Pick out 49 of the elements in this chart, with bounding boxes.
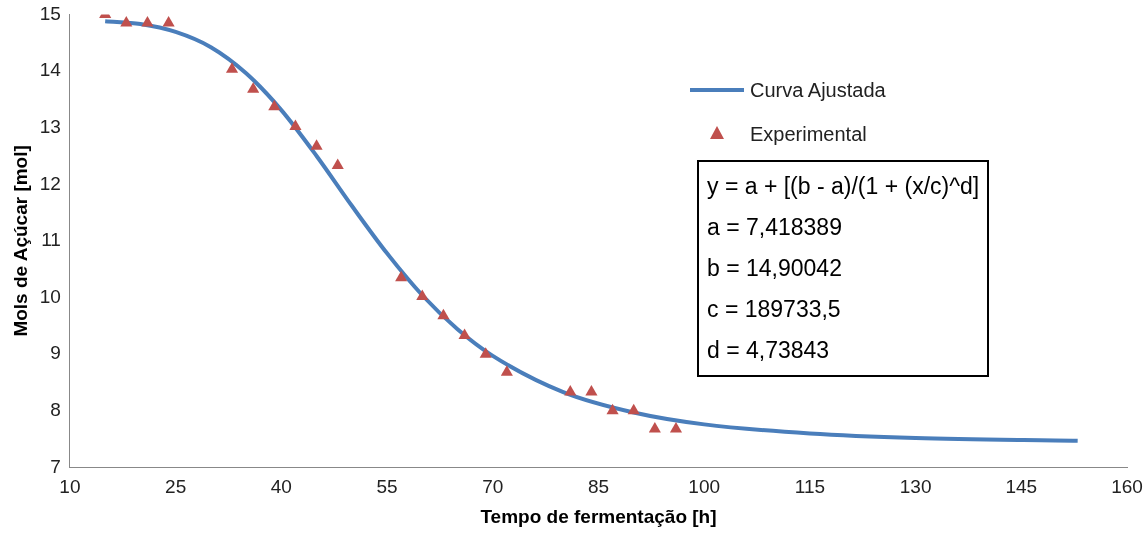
y-tick-label: 7	[50, 455, 61, 477]
y-tick-label: 12	[39, 172, 61, 194]
x-tick-label: 100	[688, 476, 721, 498]
y-tick-label: 10	[39, 285, 61, 307]
point	[627, 403, 640, 415]
y-tick-label: 9	[50, 342, 61, 364]
point	[310, 139, 323, 150]
y-tick-label: 8	[50, 399, 61, 421]
point	[247, 82, 260, 93]
x-tick-label: 160	[1111, 476, 1143, 498]
x-tick-label: 130	[899, 476, 932, 498]
x-tick-label: 115	[794, 476, 826, 498]
y-tick-label: 14	[39, 59, 62, 81]
point	[500, 365, 513, 376]
x-tick-label: 85	[587, 476, 610, 498]
x-tick-label: 25	[165, 476, 187, 498]
x-axis-title: Tempo de fermentação [h]	[480, 505, 717, 527]
point	[120, 15, 133, 27]
y-tick-label: 15	[39, 2, 61, 24]
point	[395, 270, 408, 282]
point	[141, 15, 154, 27]
y-tick-label: 13	[39, 115, 61, 137]
point	[225, 62, 239, 73]
point	[416, 289, 429, 300]
annotation: c = 189733,5	[707, 295, 842, 324]
y-axis-title: Mols de Açúcar [mol]	[9, 145, 31, 337]
y-tick-label: 11	[41, 229, 61, 251]
point	[162, 15, 175, 27]
point	[648, 421, 661, 433]
point	[669, 421, 683, 433]
x-tick-label: 70	[482, 476, 504, 498]
point	[289, 119, 302, 131]
point	[479, 347, 492, 358]
x-tick-label: 55	[376, 476, 398, 498]
point	[606, 403, 619, 415]
annotation: b = 14,90042	[707, 254, 843, 283]
point	[458, 328, 471, 339]
x-tick-label: 145	[1005, 476, 1038, 498]
point	[437, 308, 450, 320]
point	[585, 385, 598, 396]
annotation: y = a + [(b - a)/(1 + (x/c)^d]	[707, 172, 980, 201]
point	[268, 99, 281, 111]
legend-label: Curva Ajustada	[750, 78, 886, 102]
annotation: d = 4,73843	[707, 336, 831, 365]
legend-label: Experimental	[750, 122, 867, 146]
point	[564, 385, 577, 396]
annotation: a = 7,418389	[707, 213, 843, 242]
point	[331, 158, 344, 170]
x-tick-label: 40	[270, 476, 292, 498]
